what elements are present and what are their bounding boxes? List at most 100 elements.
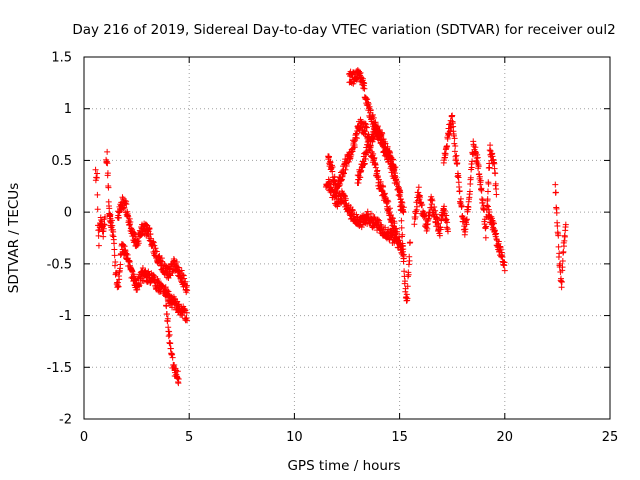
data-point: [501, 267, 508, 274]
data-point: [405, 271, 412, 278]
data-point: [174, 368, 181, 375]
data-point: [406, 257, 413, 264]
data-point: [150, 239, 157, 246]
data-point: [394, 228, 401, 235]
data-point: [374, 173, 381, 180]
data-point: [560, 248, 567, 255]
data-point: [121, 243, 128, 250]
data-point: [437, 226, 444, 233]
data-point: [386, 205, 393, 212]
data-point: [116, 276, 123, 283]
data-point: [342, 166, 349, 173]
data-point: [444, 219, 451, 226]
data-point: [484, 203, 491, 210]
data-point: [561, 243, 568, 250]
data-point: [123, 250, 130, 257]
data-point: [367, 107, 374, 114]
data-point: [400, 255, 407, 262]
data-point: [501, 259, 508, 266]
data-point: [135, 240, 142, 247]
y-tick-label: -1: [59, 309, 72, 324]
data-point: [493, 185, 500, 192]
data-point: [361, 128, 368, 135]
data-point: [106, 205, 113, 212]
data-point: [150, 238, 157, 245]
data-point: [382, 224, 389, 231]
data-point: [445, 132, 452, 139]
data-point: [493, 191, 500, 198]
y-axis-title: SDTVAR / TECUs: [6, 183, 22, 293]
data-point: [495, 238, 502, 245]
data-point: [444, 228, 451, 235]
data-point: [449, 112, 456, 119]
data-point: [484, 188, 491, 195]
data-point: [394, 178, 401, 185]
data-point: [353, 135, 360, 142]
data-point: [146, 225, 153, 232]
data-point: [366, 103, 373, 110]
data-point: [98, 217, 105, 224]
data-point: [458, 203, 465, 210]
x-tick-label: 25: [602, 430, 619, 445]
data-point: [378, 132, 385, 139]
data-point: [558, 278, 565, 285]
data-point: [340, 170, 347, 177]
data-point: [183, 309, 190, 316]
data-point: [131, 229, 138, 236]
data-point: [163, 311, 170, 318]
data-point: [435, 220, 442, 227]
data-point: [392, 164, 399, 171]
data-point: [400, 246, 407, 253]
data-point: [371, 154, 378, 161]
data-point: [478, 187, 485, 194]
data-point: [120, 205, 127, 212]
data-point: [424, 225, 431, 232]
data-point: [126, 222, 133, 229]
data-point: [492, 180, 499, 187]
data-point: [170, 256, 177, 263]
x-tick-label: 10: [286, 430, 303, 445]
y-tick-label: -0.5: [47, 257, 72, 272]
data-point: [329, 163, 336, 170]
data-point: [104, 170, 111, 177]
data-point: [169, 351, 176, 358]
data-point: [451, 135, 458, 142]
data-point: [112, 258, 119, 265]
data-point: [167, 340, 174, 347]
data-point: [374, 167, 381, 174]
x-axis-title: GPS time / hours: [287, 458, 400, 474]
data-point: [371, 135, 378, 142]
data-point: [479, 197, 486, 204]
data-point: [147, 230, 154, 237]
data-point: [558, 284, 565, 291]
data-point: [474, 154, 481, 161]
data-point: [111, 246, 118, 253]
data-point: [463, 216, 470, 223]
data-point: [429, 197, 436, 204]
data-point: [472, 149, 479, 156]
data-point: [401, 268, 408, 275]
data-point: [166, 331, 173, 338]
data-point: [493, 230, 500, 237]
data-point: [94, 170, 101, 177]
data-point: [468, 164, 475, 171]
data-point: [391, 164, 398, 171]
data-point: [472, 144, 479, 151]
data-point: [363, 124, 370, 131]
data-point: [174, 375, 181, 382]
data-point: [123, 201, 130, 208]
data-point: [184, 287, 191, 294]
data-point: [425, 215, 432, 222]
data-point: [374, 123, 381, 130]
data-point: [337, 181, 344, 188]
data-point: [419, 201, 426, 208]
y-tick-label: 1.5: [51, 51, 72, 66]
data-point: [462, 226, 469, 233]
data-point: [442, 217, 449, 224]
data-point: [484, 196, 491, 203]
data-point: [389, 215, 396, 222]
y-tick-label: 1: [64, 102, 72, 117]
data-point: [432, 207, 439, 214]
data-point: [115, 283, 122, 290]
y-tick-label: 0.5: [51, 154, 72, 169]
